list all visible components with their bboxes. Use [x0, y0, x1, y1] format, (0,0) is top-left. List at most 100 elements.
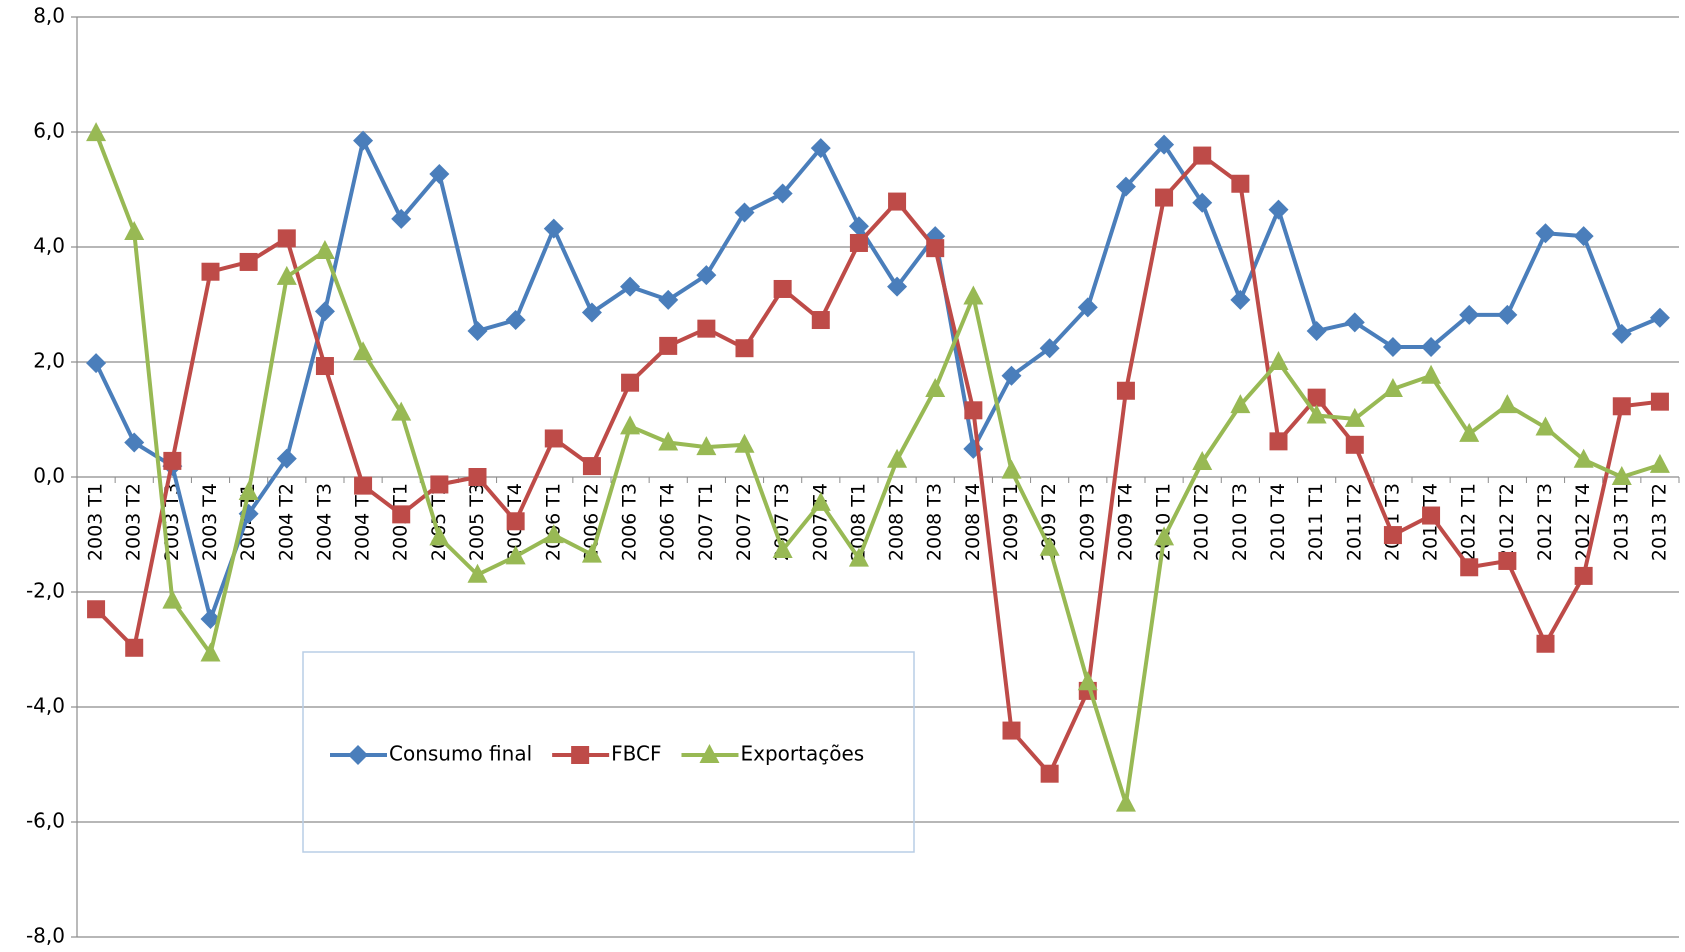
- x-tick-label: 2009 T2: [1038, 483, 1060, 561]
- x-tick-label: 2011 T3: [1381, 483, 1403, 561]
- y-tick-label: 4,0: [33, 234, 65, 258]
- data-point: [543, 524, 564, 544]
- data-point: [926, 239, 945, 258]
- data-point: [1459, 304, 1480, 325]
- data-point: [505, 310, 526, 331]
- data-point: [1115, 792, 1136, 812]
- data-point: [1649, 453, 1670, 473]
- data-point: [1230, 289, 1251, 310]
- data-point: [773, 279, 792, 298]
- data-point: [1268, 351, 1289, 370]
- y-tick-label: -2,0: [26, 579, 65, 603]
- data-point: [391, 208, 412, 229]
- data-point: [276, 265, 297, 285]
- data-point: [1573, 448, 1594, 468]
- data-point: [772, 539, 793, 559]
- data-point: [468, 468, 487, 486]
- data-point: [1268, 199, 1289, 220]
- data-point: [353, 341, 374, 361]
- data-point: [1573, 226, 1594, 247]
- data-point: [1383, 526, 1402, 545]
- x-tick-label: 2006 T1: [542, 483, 564, 561]
- data-point: [276, 448, 297, 469]
- data-point: [1001, 459, 1022, 479]
- data-point: [124, 221, 145, 241]
- x-tick-label: 2005 T2: [428, 483, 450, 561]
- x-tick-label: 2007 T1: [695, 483, 717, 561]
- data-point: [848, 216, 869, 237]
- data-point: [964, 401, 983, 420]
- data-point: [1498, 551, 1517, 570]
- data-point: [1306, 320, 1327, 341]
- x-tick-label: 2004 T4: [352, 483, 374, 561]
- x-tick-label: 2005 T3: [466, 483, 488, 561]
- x-tick-label: 2011 T2: [1343, 483, 1365, 561]
- data-point: [1001, 365, 1022, 386]
- x-tick-label: 2003 T1: [85, 483, 107, 561]
- data-point: [200, 642, 221, 662]
- data-point: [734, 433, 755, 453]
- x-tick-label: 2009 T4: [1114, 483, 1136, 561]
- data-point: [620, 415, 641, 435]
- data-point: [849, 233, 868, 252]
- series-line: [94, 153, 1661, 776]
- x-tick-label: 2006 T3: [619, 483, 641, 561]
- data-point: [1345, 435, 1364, 454]
- legend: Consumo final FBCF Exportações: [302, 651, 915, 853]
- data-point: [163, 451, 182, 470]
- data-point: [772, 183, 793, 204]
- data-point: [696, 265, 717, 286]
- data-point: [1344, 312, 1365, 333]
- data-point: [1116, 381, 1135, 400]
- series: [86, 122, 1670, 812]
- data-point: [1650, 392, 1669, 411]
- data-point: [1154, 526, 1175, 546]
- data-point: [1382, 337, 1403, 358]
- x-tick-label: 2010 T3: [1229, 483, 1251, 561]
- data-point: [1497, 304, 1518, 325]
- data-point: [1230, 394, 1251, 414]
- data-point: [1611, 323, 1632, 344]
- data-point: [1077, 671, 1098, 691]
- data-point: [1193, 146, 1212, 165]
- y-tick-label: -8,0: [26, 924, 65, 948]
- x-tick-label: 2012 T1: [1458, 483, 1480, 561]
- x-tick-label: 2010 T4: [1267, 483, 1289, 561]
- data-point: [86, 353, 107, 374]
- x-tick-label: 2003 T4: [199, 483, 221, 561]
- data-point: [239, 252, 258, 271]
- data-point: [1611, 466, 1632, 485]
- data-point: [888, 192, 907, 211]
- data-point: [848, 547, 869, 567]
- legend-marker: [348, 745, 368, 765]
- data-point: [1574, 566, 1593, 585]
- data-point: [1535, 416, 1556, 436]
- x-tick-label: 2006 T4: [657, 483, 679, 561]
- data-point: [314, 301, 335, 322]
- data-point: [505, 545, 526, 565]
- legend-marker: [571, 746, 590, 764]
- y-tick-label: 6,0: [33, 119, 65, 143]
- data-point: [1649, 307, 1670, 328]
- data-point: [658, 289, 679, 310]
- data-point: [1192, 192, 1213, 213]
- data-point: [1155, 188, 1174, 207]
- y-tick-label: 0,0: [33, 464, 65, 488]
- x-tick-label: 2008 T2: [886, 483, 908, 561]
- x-tick-label: 2008 T3: [924, 483, 946, 561]
- data-point: [1306, 404, 1327, 424]
- data-point: [467, 320, 488, 341]
- data-point: [811, 311, 830, 330]
- data-point: [1422, 506, 1441, 525]
- x-tick-label: 2007 T2: [733, 483, 755, 561]
- y-tick-label: -4,0: [26, 694, 65, 718]
- data-point: [238, 480, 259, 500]
- data-point: [1040, 764, 1059, 783]
- data-point: [124, 432, 145, 453]
- data-point: [1536, 634, 1555, 653]
- data-point: [1115, 176, 1136, 197]
- data-point: [354, 476, 373, 495]
- data-point: [1459, 422, 1480, 442]
- x-tick-label: 2010 T2: [1191, 483, 1213, 561]
